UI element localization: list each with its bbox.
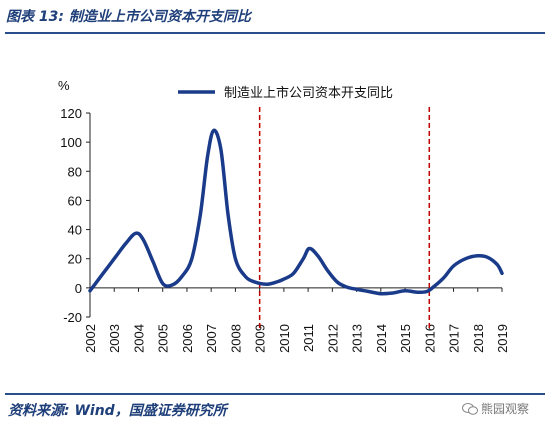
x-tick-label: 2015 <box>398 324 413 353</box>
x-tick-label: 2019 <box>495 324 510 353</box>
x-tick-label: 2008 <box>228 324 243 353</box>
y-tick-label: 60 <box>68 193 82 208</box>
chart-legend: 制造业上市公司资本开支同比 <box>178 85 393 101</box>
x-tick-label: 2009 <box>253 324 268 353</box>
x-tick-label: 2007 <box>204 324 219 353</box>
chart-series <box>88 128 504 296</box>
chart-reference-lines <box>258 107 431 330</box>
x-tick-label: 2012 <box>325 324 340 353</box>
legend-label: 制造业上市公司资本开支同比 <box>224 85 393 101</box>
bottom-rule <box>5 393 545 395</box>
y-tick-label: 20 <box>68 252 82 267</box>
x-tick-label: 2003 <box>107 324 122 353</box>
y-tick-label: -20 <box>63 310 82 325</box>
watermark-text: 熊园观察 <box>481 402 530 416</box>
source-note: 资料来源: Wind，国盛证券研究所 <box>8 403 227 419</box>
watermark: 熊园观察 <box>462 400 529 417</box>
series-line <box>88 128 504 296</box>
x-tick-label: 2017 <box>447 324 462 353</box>
chart-axes: -20 0 20 40 60 80 100 120 2002 2003 2004 2005 2006 20… <box>60 106 510 353</box>
x-tick-label: 2004 <box>131 324 146 353</box>
x-tick-label: 2010 <box>277 324 292 353</box>
y-tick-label: 0 <box>75 281 82 296</box>
y-tick-label: 40 <box>68 223 82 238</box>
x-tick-label: 2002 <box>83 324 98 353</box>
x-tick-label: 2014 <box>374 324 389 353</box>
figure-title: 图表 13: 制造业上市公司资本开支同比 <box>6 9 251 25</box>
x-tick-label: 2018 <box>471 324 486 353</box>
wechat-icon <box>462 402 478 415</box>
x-tick-label: 2016 <box>422 324 437 353</box>
x-tick-label: 2006 <box>180 324 195 353</box>
x-tick-label: 2013 <box>350 324 365 353</box>
top-rule <box>5 32 545 34</box>
y-tick-label: 80 <box>68 164 82 179</box>
y-axis-unit-label: % <box>58 78 70 93</box>
x-tick-label: 2005 <box>156 324 171 353</box>
x-tick-label: 2011 <box>301 324 316 352</box>
y-tick-label: 100 <box>60 135 82 150</box>
y-tick-label: 120 <box>60 106 82 121</box>
